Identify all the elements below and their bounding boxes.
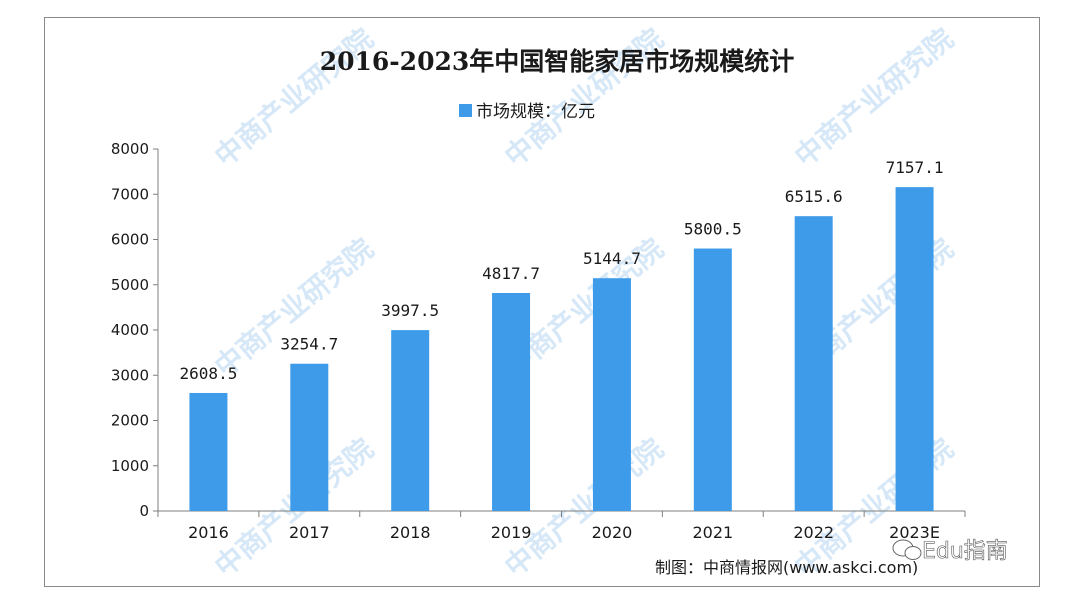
source-note: 制图：中商情报网(www.askci.com)	[655, 558, 918, 577]
y-tick-label: 7000	[111, 185, 149, 203]
y-tick-label: 2000	[111, 412, 149, 430]
y-tick-label: 4000	[111, 321, 149, 339]
data-labels: 2608.5 3254.7 3997.5 4817.7 5144.7 5800.5 6515…	[180, 158, 944, 383]
x-tick-label: 2019	[491, 523, 532, 542]
x-tick-label: 2017	[289, 523, 330, 542]
x-tick-label: 2021	[692, 523, 733, 542]
data-label: 6515.6	[785, 187, 843, 206]
watermark-text: 中商产业研究院	[208, 232, 379, 383]
watermark-text: 中商产业研究院	[208, 22, 379, 173]
legend-label: 市场规模：亿元	[476, 102, 595, 122]
bar	[895, 187, 934, 511]
chart-title: 2016-2023年中国智能家居市场规模统计	[320, 47, 795, 76]
bar	[693, 248, 732, 511]
x-tick-label: 2023E	[889, 523, 940, 542]
legend-swatch	[459, 104, 472, 117]
y-tick-label: 6000	[111, 231, 149, 249]
data-label: 3254.7	[280, 335, 338, 354]
bar	[290, 363, 329, 511]
bar	[592, 278, 631, 511]
watermark-text: 中商产业研究院	[498, 22, 669, 173]
data-label: 3997.5	[381, 301, 439, 320]
y-tick-label: 1000	[111, 457, 149, 475]
watermark-text: 中商产业研究院	[788, 22, 959, 173]
bar	[391, 330, 430, 511]
y-tick-label: 8000	[111, 140, 149, 158]
y-tick-label: 5000	[111, 276, 149, 294]
data-label: 5800.5	[684, 220, 742, 239]
data-label: 7157.1	[886, 158, 944, 177]
x-tick-label: 2020	[592, 523, 633, 542]
data-label: 4817.7	[482, 264, 540, 283]
chart-frame: 中商产业研究院 中商产业研究院 中商产业研究院 中商产业研究院 中商产业研究院 中商产业研…	[44, 17, 1040, 587]
data-label: 5144.7	[583, 249, 641, 268]
y-tick-label: 0	[139, 502, 149, 520]
bars	[189, 187, 934, 511]
bar	[492, 292, 531, 511]
bar	[794, 216, 833, 511]
y-tick-label: 3000	[111, 366, 149, 384]
x-tick-label: 2018	[390, 523, 431, 542]
data-label: 2608.5	[180, 364, 238, 383]
x-tick-label: 2016	[188, 523, 229, 542]
bar	[189, 392, 228, 511]
x-tick-label: 2022	[793, 523, 834, 542]
